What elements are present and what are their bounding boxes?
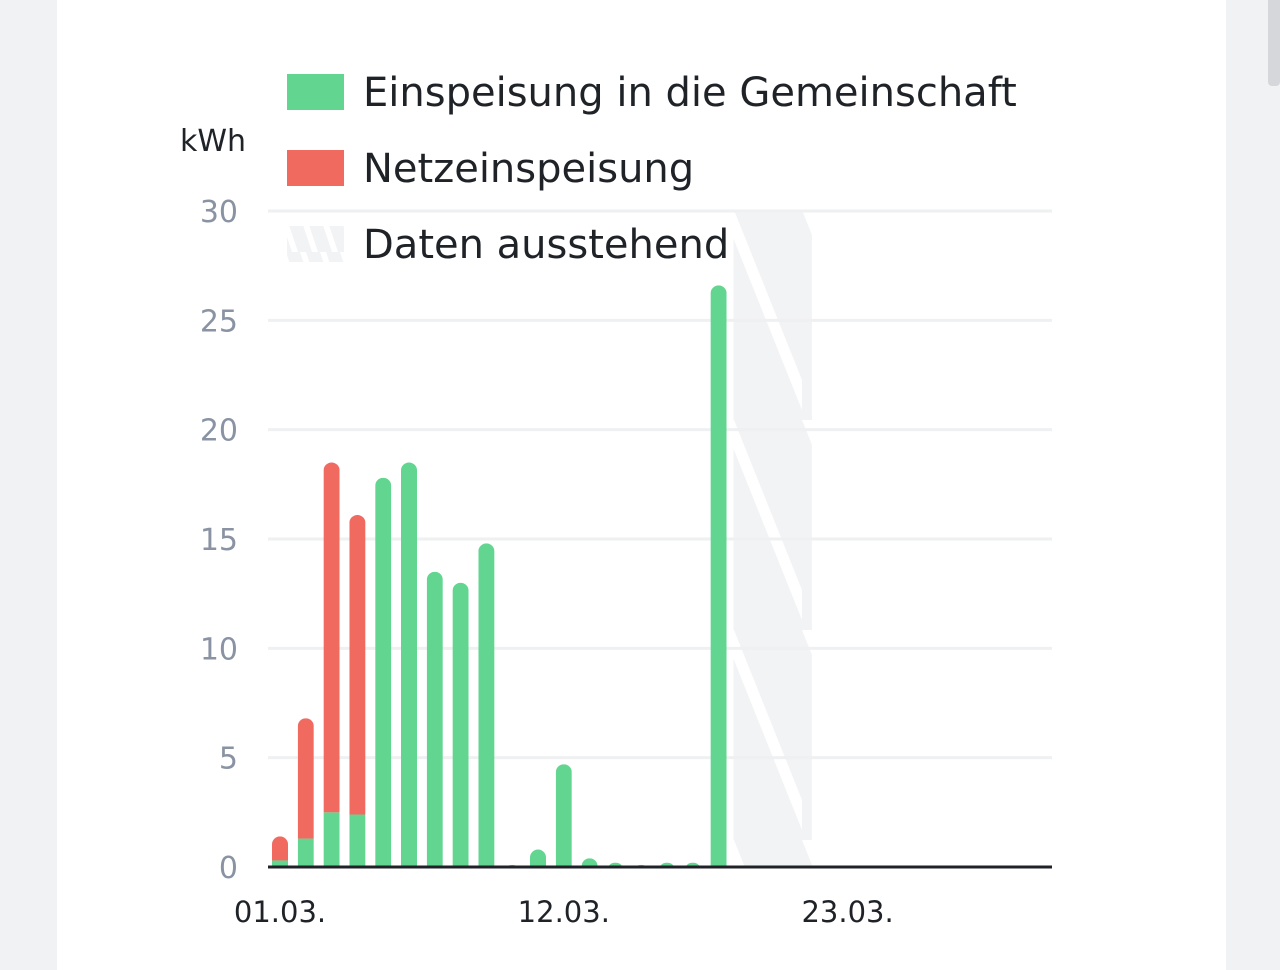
bar-day-4 <box>349 514 366 867</box>
bar-stack <box>710 285 727 867</box>
bar-grid <box>297 718 314 839</box>
x-tick-label: 12.03. <box>518 895 610 929</box>
legend-swatch <box>287 150 344 186</box>
legend-item-pending: Daten ausstehend <box>287 222 729 268</box>
y-tick-label: 20 <box>200 414 238 449</box>
bar-community <box>297 838 314 867</box>
bar-stack <box>297 718 314 867</box>
bar-community <box>555 764 572 867</box>
bar-stack <box>684 862 701 867</box>
bar-day-13 <box>581 858 598 867</box>
legend-label: Einspeisung in die Gemeinschaft <box>363 70 1017 116</box>
legend-swatch <box>287 74 344 110</box>
bar-community <box>375 477 392 867</box>
bar-day-1 <box>272 836 288 867</box>
bar-day-16 <box>659 862 675 867</box>
bar-stack <box>426 571 443 867</box>
bar-grid <box>272 836 288 861</box>
bar-community <box>478 543 495 867</box>
bar-community <box>452 582 469 867</box>
bar-stack <box>272 836 288 867</box>
bar-stack <box>349 514 366 867</box>
bar-community <box>607 862 624 867</box>
y-tick-label: 5 <box>219 742 238 777</box>
bar-day-17 <box>684 862 701 867</box>
bar-community <box>684 862 701 867</box>
bar-community <box>401 462 417 867</box>
bar-community <box>426 571 443 867</box>
bar-community <box>659 862 675 867</box>
bar-day-14 <box>607 862 624 867</box>
y-tick-label: 30 <box>200 195 238 230</box>
y-unit-label: kWh <box>180 124 246 159</box>
bar-community <box>349 814 366 867</box>
bar-day-18 <box>710 285 727 867</box>
bar-day-6 <box>401 462 417 867</box>
legend: Einspeisung in die Gemeinschaft Netzeinsp… <box>287 70 1017 268</box>
bar-day-11 <box>530 849 546 867</box>
bar-community <box>581 858 598 867</box>
bar-stack <box>659 862 675 867</box>
x-tick-label: 23.03. <box>801 895 893 929</box>
bar-stack <box>401 462 417 867</box>
x-tick-label: 01.03. <box>234 895 326 929</box>
bar-community <box>323 812 340 867</box>
axes-layer: 01.03. 12.03. 23.03. kWh <box>180 124 1052 929</box>
bar-day-8 <box>452 582 469 867</box>
bar-community <box>530 849 546 867</box>
scrollbar[interactable] <box>1268 0 1280 86</box>
y-tick-label: 25 <box>200 304 238 339</box>
bar-stack <box>478 543 495 867</box>
bar-day-7 <box>426 571 443 867</box>
y-tick-label: 10 <box>200 632 238 667</box>
grid-lines: 0 5 10 15 20 25 30 <box>200 195 1052 886</box>
bar-day-9 <box>478 543 495 867</box>
legend-item-community: Einspeisung in die Gemeinschaft <box>287 70 1017 116</box>
bar-grid <box>323 462 340 813</box>
bar-stack <box>452 582 469 867</box>
bar-stack <box>555 764 572 867</box>
bar-stack <box>323 462 340 867</box>
bar-day-12 <box>555 764 572 867</box>
bar-stack <box>375 477 392 867</box>
legend-swatch <box>287 226 344 262</box>
bar-community <box>710 285 727 867</box>
bar-day-5 <box>375 477 392 867</box>
legend-label: Netzeinspeisung <box>363 146 694 192</box>
bar-grid <box>349 514 366 815</box>
bar-day-2 <box>297 718 314 867</box>
bar-stack <box>581 858 598 867</box>
chart-card <box>57 0 1226 970</box>
bar-stack <box>607 862 624 867</box>
y-tick-label: 15 <box>200 523 238 558</box>
bar-community <box>272 860 288 867</box>
legend-item-grid: Netzeinspeisung <box>287 146 694 192</box>
bar-day-3 <box>323 462 340 867</box>
y-tick-label: 0 <box>219 851 238 886</box>
bar-stack <box>530 849 546 867</box>
legend-label: Daten ausstehend <box>363 222 729 268</box>
bars-layer <box>272 285 727 867</box>
